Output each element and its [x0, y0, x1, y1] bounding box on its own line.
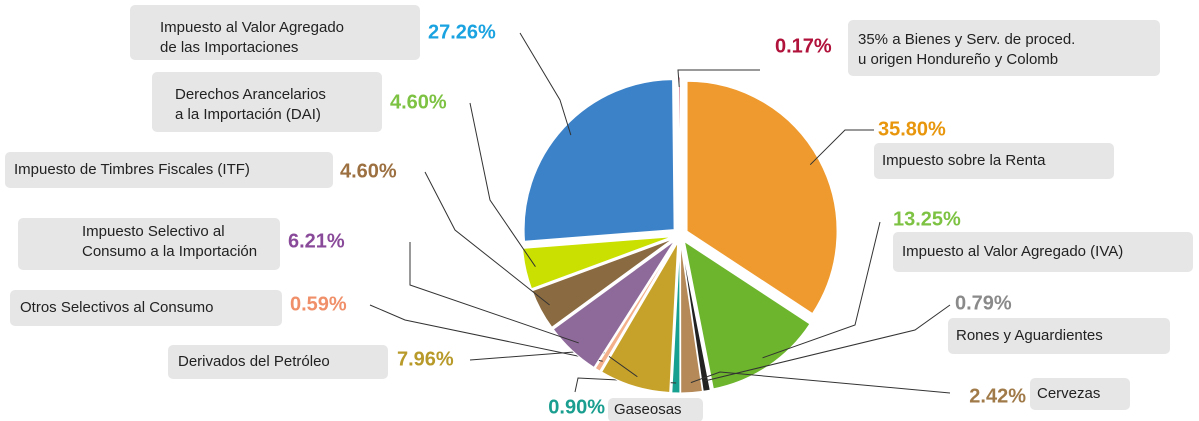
category-label: Rones y Aguardientes [956, 327, 1103, 344]
category-line: Otros Selectivos al Consumo [20, 299, 213, 316]
category-label: Cervezas [1037, 385, 1100, 402]
leader-line [690, 371, 951, 394]
value-label: 7.96% [397, 348, 454, 370]
category-label: Impuesto de Timbres Fiscales (ITF) [14, 161, 250, 178]
category-line: Derechos Arancelarios [175, 86, 326, 103]
label-box [168, 345, 388, 379]
category-label: Derechos Arancelarios a la Importación (D… [175, 86, 326, 123]
value-label: 13.25% [893, 208, 961, 230]
label-box [130, 5, 420, 60]
leader-line [677, 69, 760, 88]
pie-slice [600, 242, 679, 393]
category-label: Gaseosas [614, 401, 682, 418]
label-box [5, 152, 333, 188]
pie-slice [686, 80, 838, 315]
value-label: 6.21% [288, 230, 345, 252]
category-line: Impuesto Selectivo al [82, 223, 225, 240]
pie-slice [677, 76, 681, 228]
leader-line [809, 129, 874, 166]
label-box [10, 290, 282, 326]
pie-slice [552, 240, 675, 369]
pie-slice [594, 241, 677, 372]
pie-slice [671, 242, 681, 394]
leader-line [519, 32, 572, 136]
category-line: Rones y Aguardientes [956, 327, 1103, 344]
category-label: Impuesto al Valor Agregado de las Importa… [160, 19, 344, 56]
category-line: Gaseosas [614, 401, 682, 418]
leader-line [762, 221, 881, 359]
leader-line [409, 242, 579, 344]
category-line: u origen Hondureño y Colomb [858, 51, 1058, 68]
category-line: Consumo a la Importación [82, 243, 257, 260]
leader-line [469, 102, 536, 267]
category-label: Impuesto sobre la Renta [882, 152, 1046, 169]
label-box [18, 218, 280, 270]
value-label: 27.26% [428, 21, 496, 43]
value-label: 0.59% [290, 293, 347, 315]
label-box [874, 143, 1114, 179]
leader-line [704, 304, 951, 382]
leader-line [424, 171, 550, 306]
category-label: Impuesto al Valor Agregado (IVA) [902, 243, 1123, 260]
value-label: 0.17% [775, 35, 832, 57]
category-line: Impuesto al Valor Agregado (IVA) [902, 243, 1123, 260]
value-label: 2.42% [969, 385, 1026, 407]
category-line: Impuesto de Timbres Fiscales (ITF) [14, 161, 250, 178]
label-box [893, 232, 1193, 272]
pie-slice [680, 242, 711, 392]
category-label: 35% a Bienes y Serv. de proced. u origen … [858, 31, 1075, 68]
value-label: 4.60% [390, 91, 447, 113]
category-line: Impuesto al Valor Agregado [160, 19, 344, 36]
category-label: Impuesto Selectivo al Consumo a la Import… [82, 223, 257, 260]
category-line: a la Importación (DAI) [175, 106, 321, 123]
pie-slice [523, 79, 675, 242]
category-line: de las Importaciones [160, 39, 298, 56]
category-line: Cervezas [1037, 385, 1100, 402]
value-label: 0.79% [955, 292, 1012, 314]
category-label: Otros Selectivos al Consumo [20, 299, 213, 316]
label-box [608, 398, 703, 421]
category-line: Impuesto sobre la Renta [882, 152, 1046, 169]
pie-slice [680, 242, 704, 394]
value-label: 0.90% [548, 396, 605, 418]
label-box [152, 72, 382, 132]
category-line: Derivados del Petróleo [178, 353, 330, 370]
label-box [848, 20, 1160, 76]
label-box [948, 318, 1170, 354]
category-line: 35% a Bienes y Serv. de proced. [858, 31, 1075, 48]
category-label: Derivados del Petróleo [178, 353, 330, 370]
leader-line [369, 304, 603, 362]
label-box [1030, 378, 1130, 410]
value-label: 35.80% [878, 118, 946, 140]
value-label: 4.60% [340, 160, 397, 182]
